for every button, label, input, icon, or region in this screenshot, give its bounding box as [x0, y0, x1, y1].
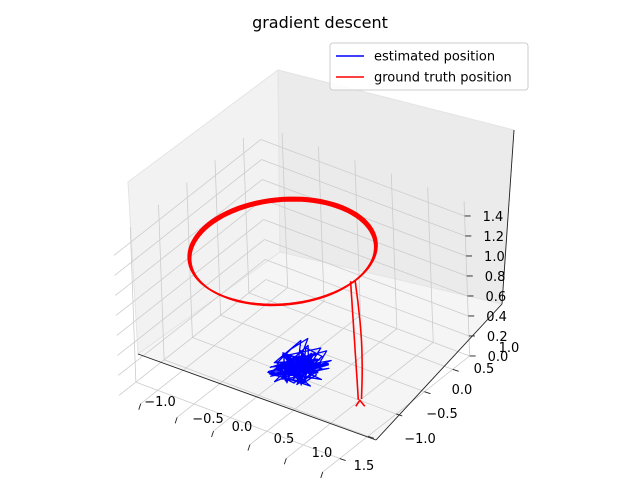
x-tick-label: −1.0 [144, 395, 176, 410]
x-tick-label: 0.0 [232, 420, 253, 435]
z-tick-label: 0.4 [486, 310, 507, 325]
x-tick-mark [211, 430, 214, 438]
axis-lines [137, 129, 515, 441]
data-series [187, 196, 378, 407]
z-tick-label: 0.0 [488, 350, 509, 365]
y-tick-mark [367, 435, 375, 439]
y-tick-mark [424, 391, 431, 395]
legend-box [329, 42, 529, 91]
ground-truth-circle-line [187, 196, 378, 307]
y-tick-label: −1.0 [404, 432, 436, 447]
y-tick-mark [339, 458, 346, 461]
ground-truth-start-mark [355, 398, 366, 407]
x-tick-mark [174, 417, 178, 424]
x-tick-mark [283, 458, 287, 465]
x-tick-label: 1.5 [354, 459, 375, 474]
z-tick-label: 1.2 [483, 230, 504, 245]
x-tick-label: 0.5 [274, 432, 295, 447]
y-tick-label: −0.5 [426, 407, 458, 422]
x-tick-label: −0.5 [192, 412, 224, 427]
chart-title: gradient descent [252, 13, 388, 32]
x-tick-mark [247, 444, 251, 451]
legend: estimated position ground truth position [329, 42, 529, 91]
legend-label-estimated: estimated position [374, 50, 495, 65]
y-tick-label: 0.5 [474, 362, 495, 377]
z-tick-label: 0.2 [487, 330, 508, 345]
z-tick-label: 0.8 [485, 270, 506, 285]
z-tick-label: 1.4 [483, 210, 504, 225]
estimated-position-line [267, 337, 332, 387]
y-tick-label: 0.0 [452, 383, 473, 398]
z-tick-label: 1.0 [484, 250, 505, 265]
y-tick-mark [396, 413, 403, 417]
series-estimated-position [267, 337, 332, 387]
x-tick-mark [138, 403, 142, 410]
ground-truth-takeoff-line [349, 281, 360, 400]
y-tick-mark [452, 368, 459, 372]
series-ground-truth-position [187, 196, 378, 407]
y-tick-label: 1.0 [499, 341, 520, 356]
tick-marks-and-labels: −1.0−0.50.00.51.01.5−1.0−0.50.00.51.00.0… [138, 210, 520, 479]
legend-label-ground-truth: ground truth position [374, 71, 512, 86]
x-tick-label: 1.0 [312, 446, 333, 461]
ground-truth-takeoff-line [354, 280, 364, 400]
x-tick-mark [320, 471, 324, 479]
z-tick-label: 0.6 [485, 290, 506, 305]
